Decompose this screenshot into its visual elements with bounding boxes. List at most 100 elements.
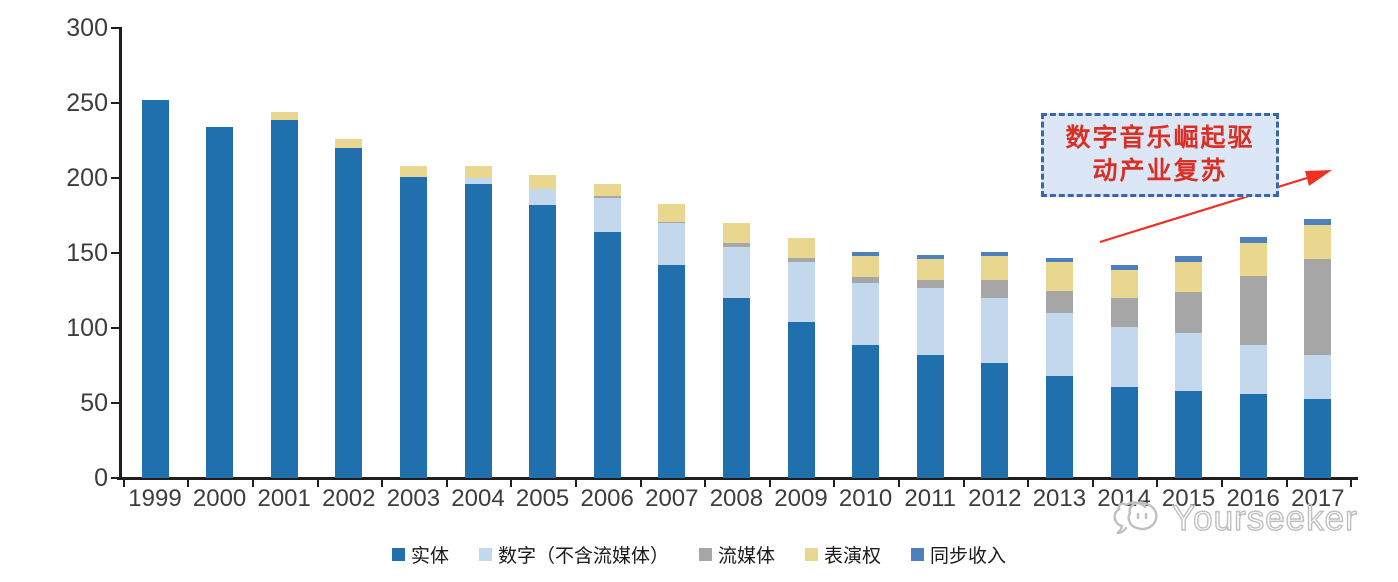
bar-segment — [1239, 242, 1267, 276]
legend-item: 实体 — [391, 541, 449, 568]
x-axis-tick — [1350, 479, 1353, 487]
bar-segment — [852, 256, 880, 277]
bar-segment — [1175, 332, 1203, 391]
bar-segment — [1175, 391, 1203, 478]
x-axis-label: 2007 — [645, 485, 699, 512]
x-axis-label: 1999 — [128, 485, 182, 512]
bar-segment — [722, 298, 750, 478]
bar-segment — [335, 148, 363, 478]
y-axis-label: 150 — [66, 239, 108, 267]
bar-segment — [1304, 224, 1332, 259]
bar-segment — [916, 259, 944, 280]
legend-label: 同步收入 — [930, 546, 1007, 567]
bar-segment — [658, 203, 686, 222]
bar-segment — [1239, 236, 1267, 243]
bar-segment — [852, 344, 880, 478]
yourseeker-logo-icon — [1113, 501, 1158, 535]
x-axis-tick — [962, 479, 965, 487]
bar-segment — [1304, 398, 1332, 478]
bar-segment — [270, 112, 298, 120]
bar-segment — [981, 280, 1009, 298]
bar-segment — [787, 238, 815, 258]
y-axis-label: 100 — [66, 314, 108, 342]
watermark: Yourseeker — [1108, 496, 1358, 542]
bar-segment — [1045, 376, 1073, 478]
y-axis-tick — [111, 177, 120, 179]
bar-segment — [1304, 355, 1332, 399]
x-axis-tick — [574, 479, 577, 487]
bar-segment — [1045, 290, 1073, 313]
bar-segment — [464, 178, 492, 184]
x-axis-tick — [187, 479, 190, 487]
bar-segment — [399, 166, 427, 177]
x-axis-label: 2004 — [451, 485, 505, 512]
x-axis-tick — [704, 479, 707, 487]
legend-label: 表演权 — [824, 546, 882, 567]
annotation-box: 数字音乐崛起驱 动产业复苏 — [1041, 113, 1279, 197]
legend-label: 实体 — [410, 546, 449, 567]
bar-segment — [981, 251, 1009, 256]
bar-segment — [270, 119, 298, 478]
bar-segment — [787, 322, 815, 478]
bar-segment — [593, 184, 621, 196]
bar-segment — [141, 100, 169, 478]
bar-segment — [1110, 265, 1138, 270]
bar-segment — [1304, 218, 1332, 225]
bar-segment — [464, 184, 492, 478]
x-axis-label: 2016 — [1226, 485, 1280, 512]
x-axis-label: 2013 — [1032, 485, 1087, 512]
bar-segment — [529, 188, 557, 205]
legend-item: 同步收入 — [911, 541, 1006, 568]
bar-segment — [981, 298, 1009, 363]
bar-segment — [1110, 269, 1138, 298]
x-axis-line — [117, 477, 1358, 480]
bar-segment — [722, 223, 750, 243]
bar-segment — [722, 242, 750, 247]
y-axis-tick — [111, 402, 120, 404]
bar-segment — [658, 265, 686, 478]
bar-segment — [916, 254, 944, 259]
bar-segment — [464, 166, 492, 178]
x-axis-tick — [122, 479, 125, 487]
y-axis-tick — [111, 327, 120, 329]
x-axis-label: 2014 — [1097, 485, 1151, 512]
x-axis-tick — [251, 479, 254, 487]
y-axis-tick — [111, 252, 120, 254]
annotation-arrowhead — [1305, 170, 1332, 186]
bar-segment — [981, 362, 1009, 478]
x-axis-tick — [1220, 479, 1223, 487]
y-axis-label: 300 — [66, 14, 108, 42]
bar-segment — [1239, 275, 1267, 345]
y-axis-tick — [111, 102, 120, 104]
bar-segment — [593, 196, 621, 198]
y-axis-label: 250 — [66, 89, 108, 117]
bar-segment — [1175, 292, 1203, 333]
bar-segment — [529, 175, 557, 189]
bar-segment — [399, 176, 427, 478]
bar-segment — [1239, 344, 1267, 394]
x-axis-tick — [445, 479, 448, 487]
bar-segment — [1175, 262, 1203, 292]
bar-segment — [852, 251, 880, 256]
x-axis-label: 2012 — [968, 485, 1022, 512]
x-axis-tick — [510, 479, 513, 487]
y-axis-label: 200 — [66, 164, 108, 192]
x-axis-label: 2001 — [257, 485, 311, 512]
bar-segment — [206, 127, 234, 478]
x-axis-label: 2006 — [580, 485, 634, 512]
bar-segment — [981, 256, 1009, 280]
bar-segment — [916, 355, 944, 478]
x-axis-label: 2000 — [192, 485, 247, 512]
x-axis-label: 2008 — [709, 485, 764, 512]
bar-segment — [852, 283, 880, 345]
bar-segment — [335, 139, 363, 148]
bar-segment — [658, 223, 686, 265]
watermark-text: Yourseeker — [1171, 498, 1358, 538]
bar-segment — [658, 221, 686, 223]
y-axis-line — [119, 27, 122, 479]
x-axis-label: 2009 — [774, 485, 828, 512]
bar-segment — [529, 205, 557, 478]
x-axis-tick — [1285, 479, 1288, 487]
x-axis-label: 2010 — [838, 485, 893, 512]
x-axis-label: 2002 — [322, 485, 376, 512]
